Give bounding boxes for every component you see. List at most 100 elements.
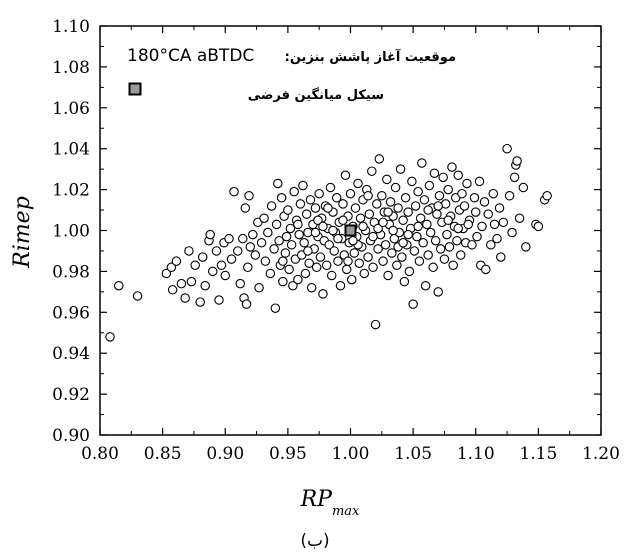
data-point [274, 235, 284, 246]
data-point [349, 248, 360, 258]
data-point [378, 217, 388, 228]
data-point [353, 178, 363, 189]
data-point [429, 168, 440, 178]
data-point [424, 180, 435, 191]
data-point [413, 186, 423, 197]
data-point [335, 280, 346, 291]
data-point [229, 186, 239, 197]
data-point [404, 266, 415, 277]
data-point [343, 256, 353, 266]
y-tick-label: 1.04 [52, 140, 90, 160]
data-point [233, 246, 243, 256]
data-point [507, 227, 517, 238]
data-point [340, 170, 351, 181]
data-point [463, 219, 473, 230]
data-point [326, 270, 337, 281]
data-point [498, 217, 509, 228]
data-point [514, 213, 525, 223]
data-point [504, 190, 515, 201]
data-point [474, 176, 485, 187]
data-point [407, 176, 417, 187]
data-point [448, 260, 458, 271]
data-point [283, 205, 293, 215]
data-point [387, 248, 397, 258]
data-point [207, 266, 218, 277]
data-point [211, 246, 222, 256]
data-point [443, 215, 453, 226]
data-point [184, 246, 194, 256]
data-point [166, 262, 177, 273]
data-point [434, 190, 445, 201]
y-tick-label: 1.06 [52, 99, 90, 119]
y-axis-title: Rimep [10, 196, 35, 269]
data-point [278, 256, 288, 266]
data-point [359, 268, 370, 279]
data-point [348, 235, 358, 246]
data-point [420, 280, 431, 291]
data-point [315, 252, 326, 262]
data-point [417, 158, 427, 168]
data-point [533, 221, 544, 232]
data-point [470, 207, 481, 217]
data-point [492, 233, 502, 244]
data-point [413, 221, 423, 232]
legend-injection-timing-value: 180°CA aBTDC [127, 46, 254, 66]
data-point [403, 207, 413, 217]
x-tick-label: 1.15 [519, 444, 557, 464]
data-point [328, 225, 338, 236]
data-point [452, 235, 462, 246]
data-point [324, 240, 334, 250]
data-point [314, 188, 324, 199]
data-point [338, 215, 348, 226]
x-tick-label: 0.95 [269, 444, 307, 464]
data-point [256, 238, 267, 248]
data-point [467, 240, 477, 250]
data-point [383, 207, 393, 217]
data-point [477, 221, 487, 232]
data-point [338, 199, 348, 209]
x-tick-label: 1.10 [457, 444, 495, 464]
data-point [161, 268, 172, 279]
data-point [224, 233, 234, 244]
data-point [333, 256, 343, 266]
data-point [483, 209, 494, 219]
data-point [176, 278, 187, 289]
data-point [443, 184, 453, 195]
data-point [393, 203, 403, 213]
data-point [438, 172, 448, 183]
data-point [303, 246, 313, 256]
data-point [363, 190, 373, 201]
data-point [331, 193, 342, 203]
legend-injection-timing-label: موقعیت آغاز پاشش بنزین: [285, 48, 456, 65]
data-point [378, 256, 388, 266]
legend-mean-marker [128, 82, 142, 96]
data-point [457, 188, 467, 199]
data-point [502, 143, 512, 154]
data-point [363, 252, 373, 262]
data-point [372, 199, 382, 209]
data-point [299, 238, 309, 248]
data-point [414, 256, 425, 266]
data-point [433, 287, 443, 297]
data-point [432, 209, 442, 219]
data-point [433, 201, 443, 211]
data-point [200, 280, 210, 291]
data-point [301, 209, 312, 219]
data-point [226, 254, 237, 264]
data-point [423, 205, 433, 215]
data-point [269, 244, 279, 254]
data-point [105, 332, 115, 342]
data-point [323, 203, 333, 213]
data-point [273, 178, 283, 189]
data-point [286, 240, 297, 250]
data-point [439, 254, 450, 264]
y-tick-label: 0.92 [52, 385, 90, 405]
mean-cycle-layer [344, 224, 357, 237]
data-point [489, 219, 500, 230]
y-axis: 0.90 0.92 0.94 0.96 0.98 1.00 1.02 1.04 1.06 1.08… [52, 17, 601, 446]
data-point [373, 244, 383, 254]
data-point [285, 223, 296, 234]
data-point [419, 195, 430, 205]
data-point [472, 231, 482, 242]
